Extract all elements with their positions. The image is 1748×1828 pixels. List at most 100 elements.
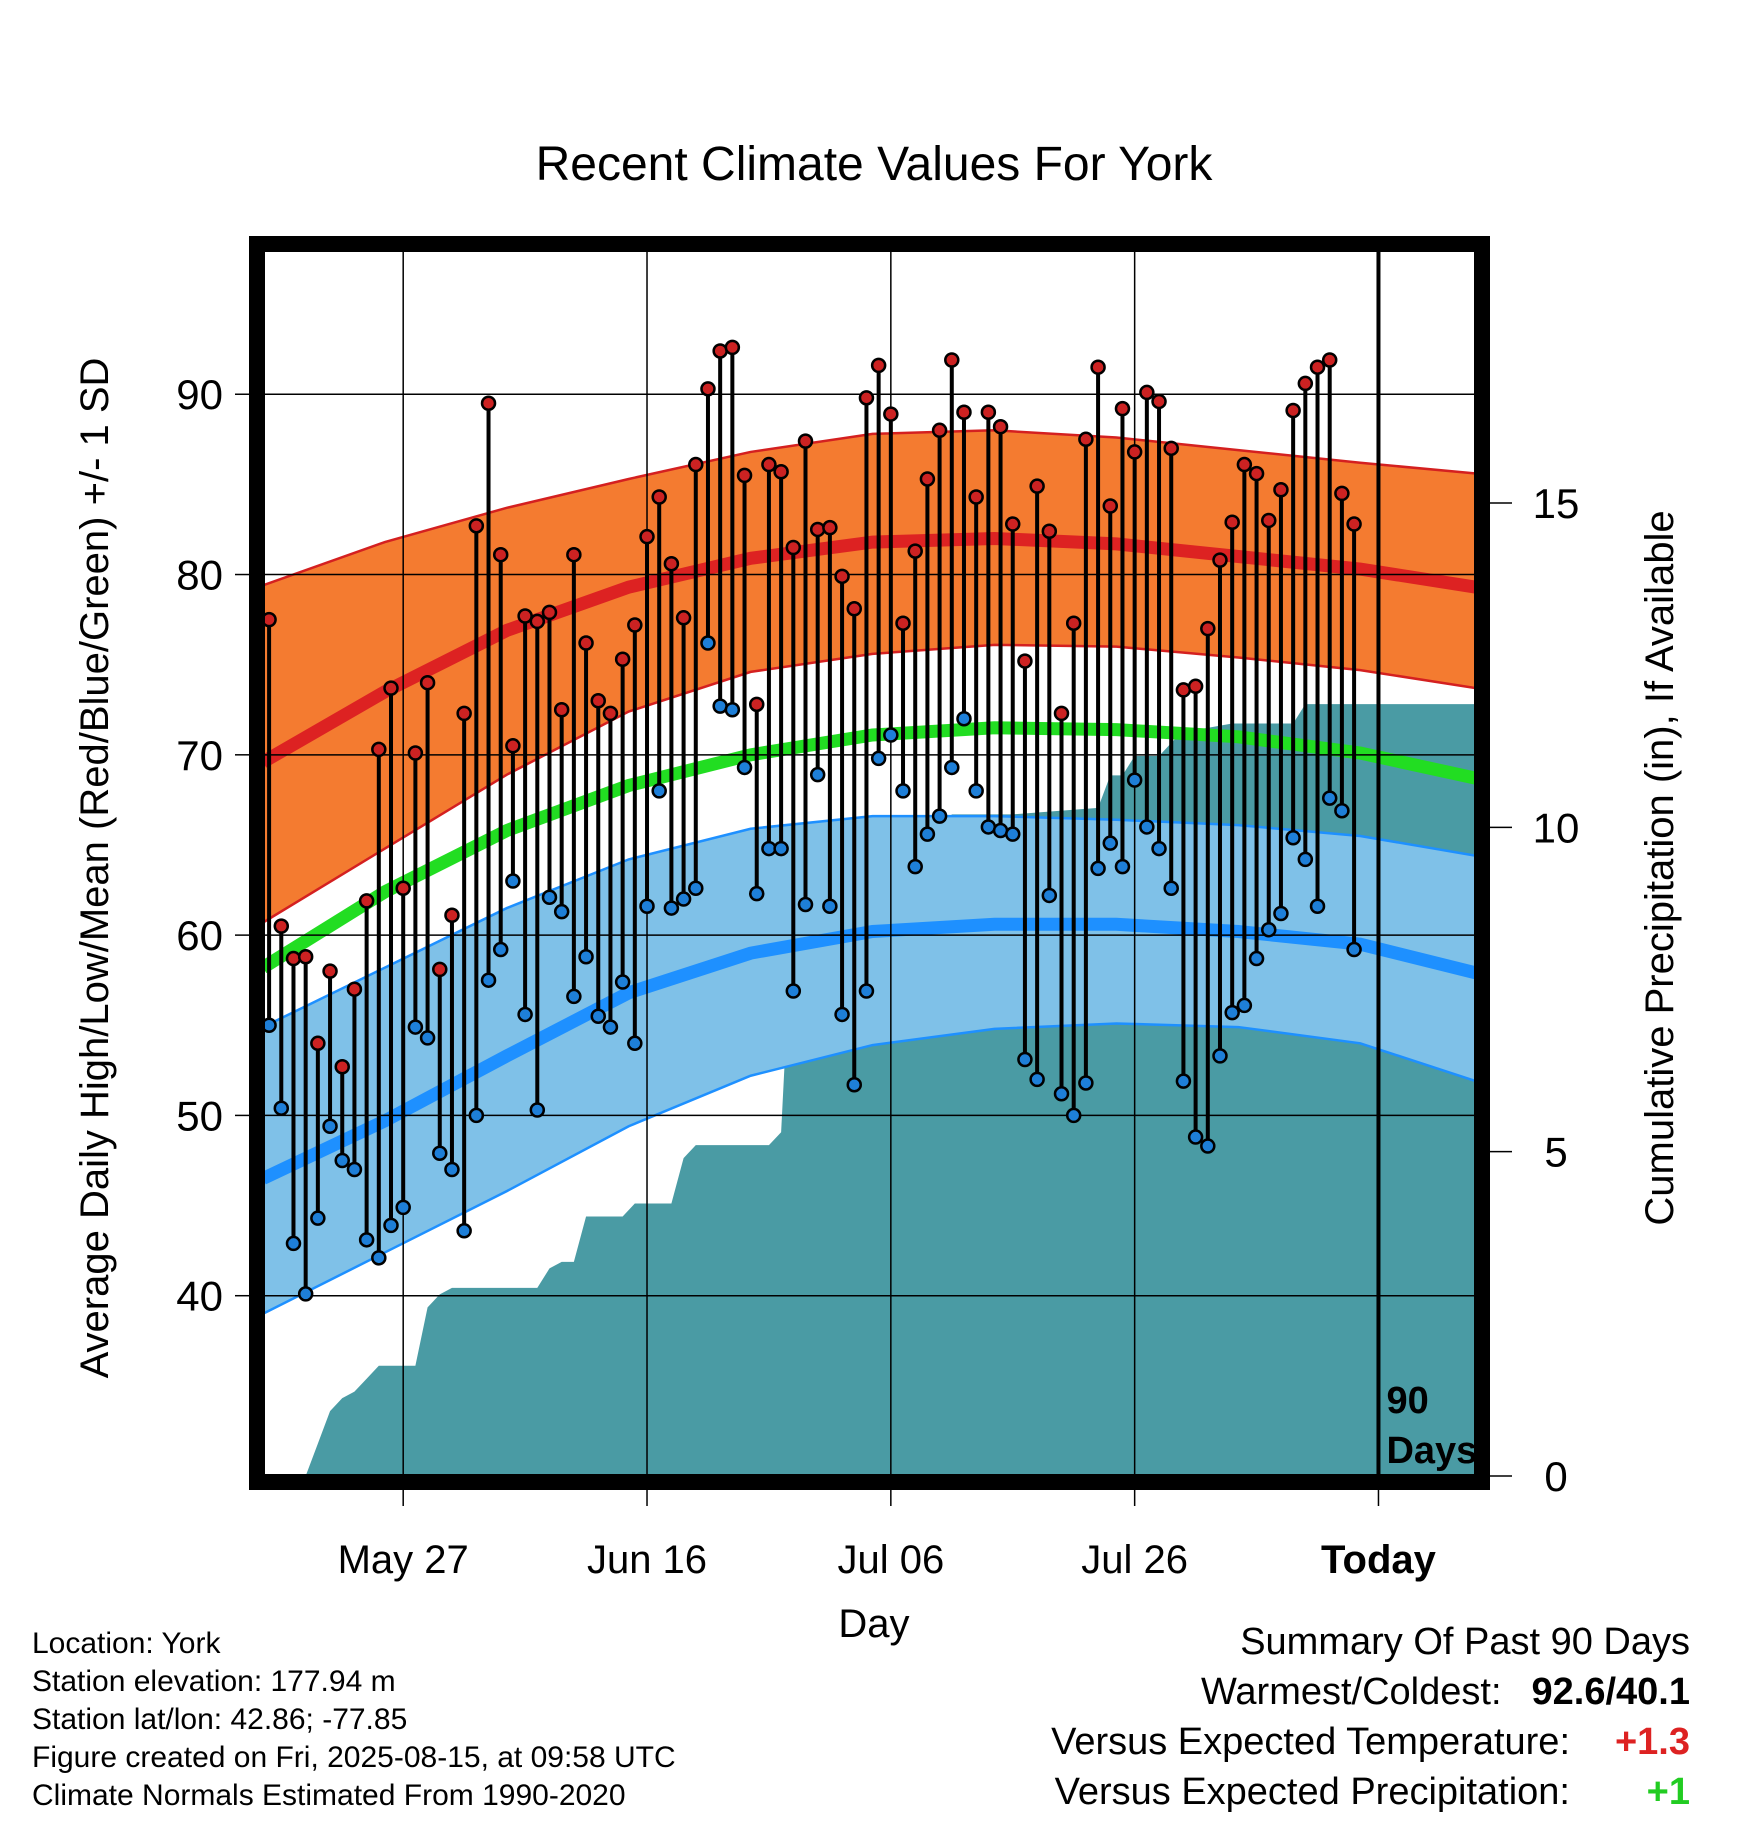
- summary-precip-label: Versus Expected Precipitation:: [1054, 1771, 1570, 1813]
- y-tick-label: 50: [176, 1092, 223, 1139]
- info-location: Location: York: [32, 1627, 221, 1660]
- high-temp-point: [1187, 678, 1204, 695]
- low-temp-point: [358, 1232, 375, 1248]
- low-sd-band: [263, 816, 1476, 1314]
- low-temp-point: [1114, 858, 1131, 875]
- high-temp-point: [675, 610, 692, 626]
- chart-title: Recent Climate Values For York: [536, 138, 1214, 191]
- high-temp-point: [1004, 516, 1021, 532]
- high-temp-point: [529, 613, 546, 630]
- high-temp-point: [895, 615, 911, 631]
- summary-title: Summary Of Past 90 Days: [1240, 1621, 1690, 1663]
- high-temp-point: [285, 950, 302, 967]
- low-temp-point: [517, 1006, 533, 1023]
- mean-normal-line: [263, 721, 1476, 974]
- high-temp-point: [614, 651, 631, 668]
- high-temp-point: [553, 702, 570, 718]
- today-window-label: Days: [1386, 1430, 1477, 1472]
- low-temp-point: [346, 1161, 363, 1178]
- low-temp-point: [1261, 921, 1277, 938]
- high-temp-point: [785, 539, 802, 556]
- high-temp-point: [1236, 456, 1253, 473]
- high-plus-sd-line: [263, 429, 1476, 587]
- x-tick-label: Jun 16: [587, 1538, 707, 1582]
- high-temp-point: [1102, 498, 1119, 514]
- low-temp-point: [1297, 851, 1314, 868]
- low-temp-point: [675, 891, 692, 907]
- high-temp-point: [602, 705, 619, 722]
- summary-temp-value: +1.3: [1614, 1721, 1690, 1763]
- low-temp-point: [553, 903, 570, 920]
- high-temp-point: [371, 741, 387, 758]
- summary-warmest-label: Warmest/Coldest:: [1200, 1671, 1502, 1713]
- high-temp-point: [1285, 402, 1301, 419]
- low-temp-point: [432, 1145, 448, 1162]
- high-temp-point: [870, 357, 887, 374]
- summary-panel: Summary Of Past 90 Days Warmest/Coldest:…: [1051, 1617, 1690, 1817]
- low-temp-point: [590, 1008, 607, 1024]
- summary-temp-row: Versus Expected Temperature: +1.3: [1051, 1717, 1690, 1767]
- low-plus-sd-line: [263, 814, 1476, 1029]
- low-temp-point: [492, 941, 509, 958]
- x-tick-label: Today: [1321, 1538, 1437, 1582]
- low-temp-point: [371, 1250, 387, 1266]
- high-temp-point: [395, 880, 411, 896]
- high-normal-line: [263, 531, 1476, 768]
- low-temp-point: [1200, 1138, 1216, 1154]
- x-tick-label: Jul 26: [1081, 1538, 1188, 1582]
- high-temp-point: [736, 467, 753, 484]
- y2-tick-label: 5: [1544, 1129, 1567, 1176]
- high-temp-point: [1297, 375, 1314, 392]
- high-temp-point: [834, 568, 850, 585]
- low-temp-point: [663, 900, 680, 916]
- low-temp-point: [1029, 1071, 1045, 1088]
- low-temp-point: [797, 896, 814, 913]
- high-temp-point: [1261, 512, 1277, 529]
- low-temp-point: [505, 873, 521, 889]
- low-temp-point: [907, 858, 923, 875]
- high-temp-point: [1163, 440, 1179, 457]
- low-temp-point: [1053, 1086, 1070, 1102]
- low-temp-point: [773, 840, 789, 857]
- low-temp-point: [1187, 1129, 1204, 1145]
- low-temp-point: [1236, 997, 1253, 1014]
- high-temp-point: [1321, 352, 1338, 368]
- low-temp-point: [1078, 1075, 1094, 1091]
- low-temp-point: [1017, 1051, 1033, 1068]
- low-temp-point: [578, 949, 594, 965]
- low-temp-point: [456, 1223, 472, 1239]
- high-temp-point: [517, 608, 533, 624]
- low-temp-point: [1334, 802, 1350, 819]
- info-created: Figure created on Fri, 2025-08-15, at 09…: [32, 1741, 676, 1774]
- summary-temp-label: Versus Expected Temperature:: [1051, 1721, 1570, 1763]
- high-temp-point: [761, 456, 777, 473]
- high-temp-point: [578, 635, 594, 651]
- high-temp-point: [273, 918, 290, 934]
- high-temp-point: [1090, 359, 1106, 375]
- low-temp-point: [407, 1019, 424, 1035]
- high-temp-point: [492, 546, 509, 563]
- low-temp-point: [1102, 835, 1119, 851]
- high-temp-point: [748, 696, 765, 713]
- high-temp-point: [541, 604, 558, 621]
- high-temp-point: [468, 518, 485, 534]
- high-temp-point: [590, 692, 607, 709]
- high-temp-point: [1017, 653, 1033, 669]
- high-temp-point: [297, 949, 314, 965]
- high-temp-point: [663, 555, 680, 572]
- low-temp-point: [931, 808, 948, 824]
- y-tick-label: 40: [176, 1273, 223, 1320]
- high-temp-point: [566, 546, 582, 563]
- low-temp-point: [846, 1077, 863, 1093]
- low-temp-point: [748, 885, 765, 902]
- high-temp-point: [956, 404, 972, 421]
- high-temp-point: [822, 519, 838, 536]
- high-temp-point: [907, 543, 923, 559]
- summary-precip-row: Versus Expected Precipitation: +1: [1051, 1767, 1690, 1817]
- high-temp-point: [480, 395, 497, 411]
- info-normals: Climate Normals Estimated From 1990-2020: [32, 1779, 626, 1812]
- high-temp-point: [773, 464, 789, 480]
- summary-warmest-value: 92.6/40.1: [1531, 1671, 1690, 1713]
- low-temp-point: [834, 1006, 850, 1023]
- high-temp-point: [1151, 393, 1167, 410]
